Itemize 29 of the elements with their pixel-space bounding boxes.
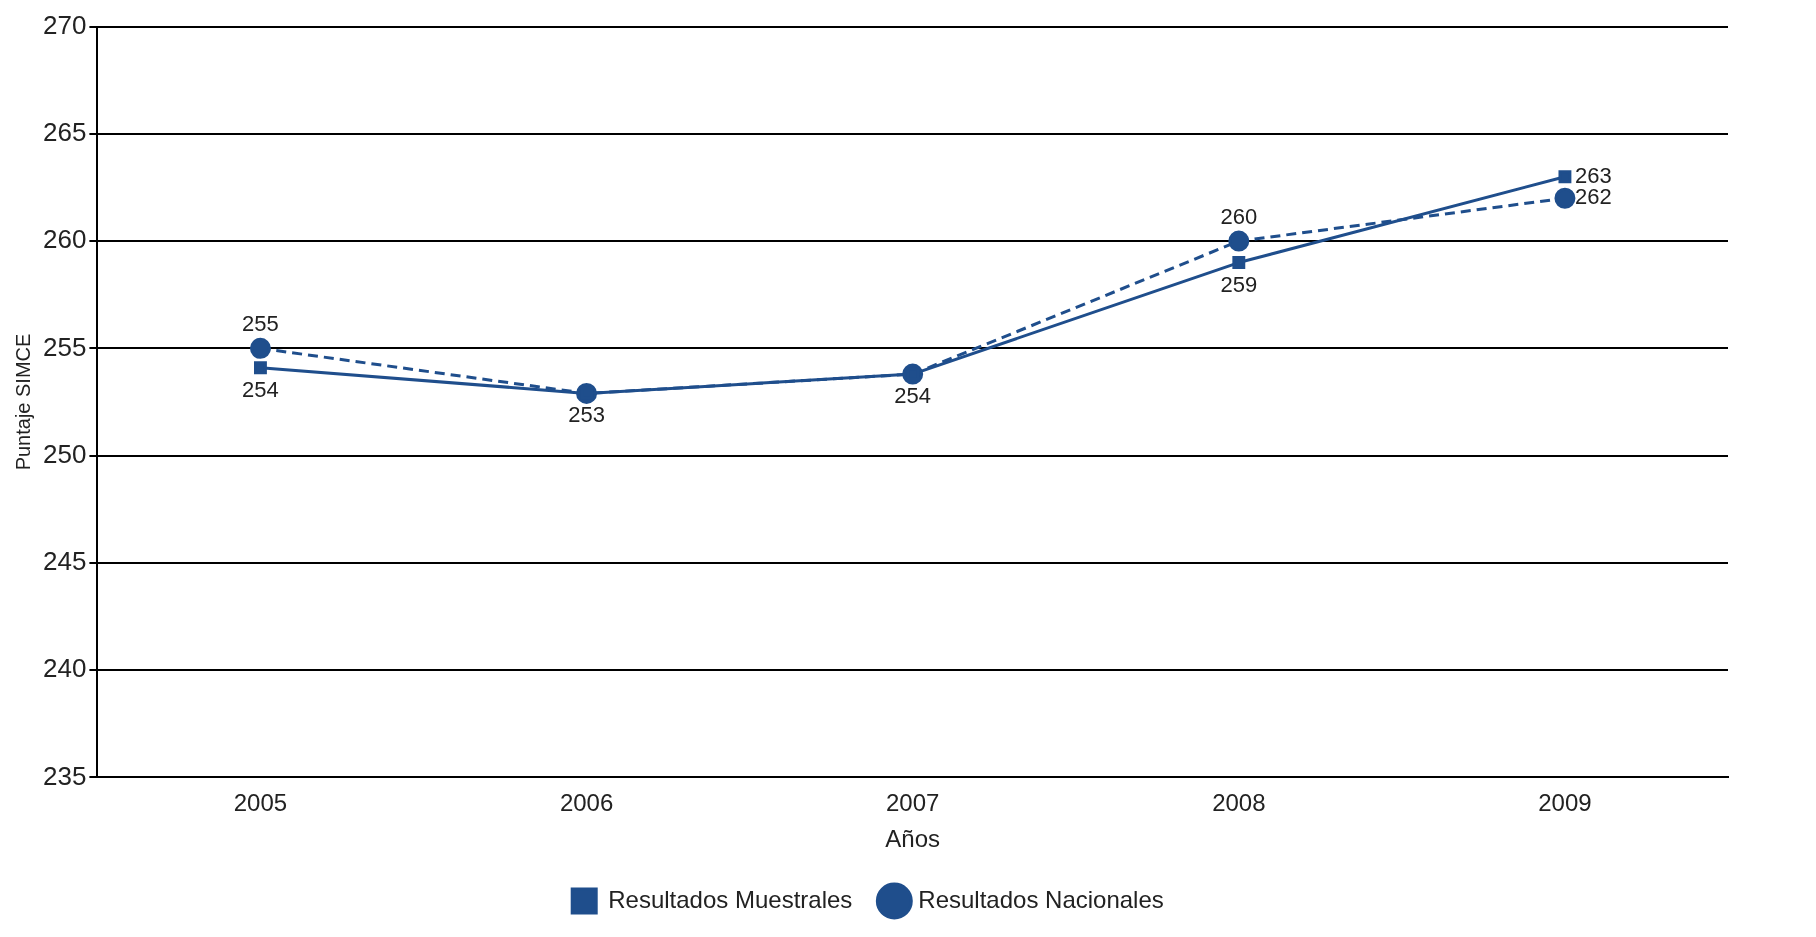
data-label: 254 <box>894 383 932 409</box>
point <box>249 337 271 359</box>
y-tick-label: 265 <box>42 117 87 148</box>
data-label: 253 <box>568 402 605 428</box>
y-tick-label: 255 <box>42 331 87 362</box>
y-axis-title: Puntaje SIMCE <box>11 333 34 471</box>
x-tick-label: 2005 <box>233 789 288 817</box>
data-label: 254 <box>242 376 279 402</box>
x-tick-label: 2006 <box>559 789 614 817</box>
x-tick-label: 2009 <box>1538 789 1592 817</box>
data-label: 255 <box>242 311 279 337</box>
y-tick-label: 260 <box>42 224 87 255</box>
y-tick-label: 240 <box>42 653 87 684</box>
x-axis-title: Años <box>885 825 941 853</box>
y-tick-label: 270 <box>42 9 87 40</box>
point <box>1232 256 1246 270</box>
legend-label: Resultados Muestrales <box>608 885 853 913</box>
point <box>1228 230 1250 252</box>
legend-label: Resultados Nacionales <box>918 885 1164 913</box>
y-tick-label: 250 <box>42 438 87 469</box>
point <box>1554 187 1576 209</box>
data-label: 259 <box>1220 271 1258 297</box>
y-tick-label: 235 <box>42 760 87 791</box>
x-tick-label: 2008 <box>1212 789 1266 817</box>
x-tick-label: 2007 <box>885 789 940 817</box>
point <box>253 361 267 375</box>
y-tick-label: 245 <box>42 546 87 577</box>
data-label: 260 <box>1220 204 1258 230</box>
point <box>1558 170 1572 184</box>
